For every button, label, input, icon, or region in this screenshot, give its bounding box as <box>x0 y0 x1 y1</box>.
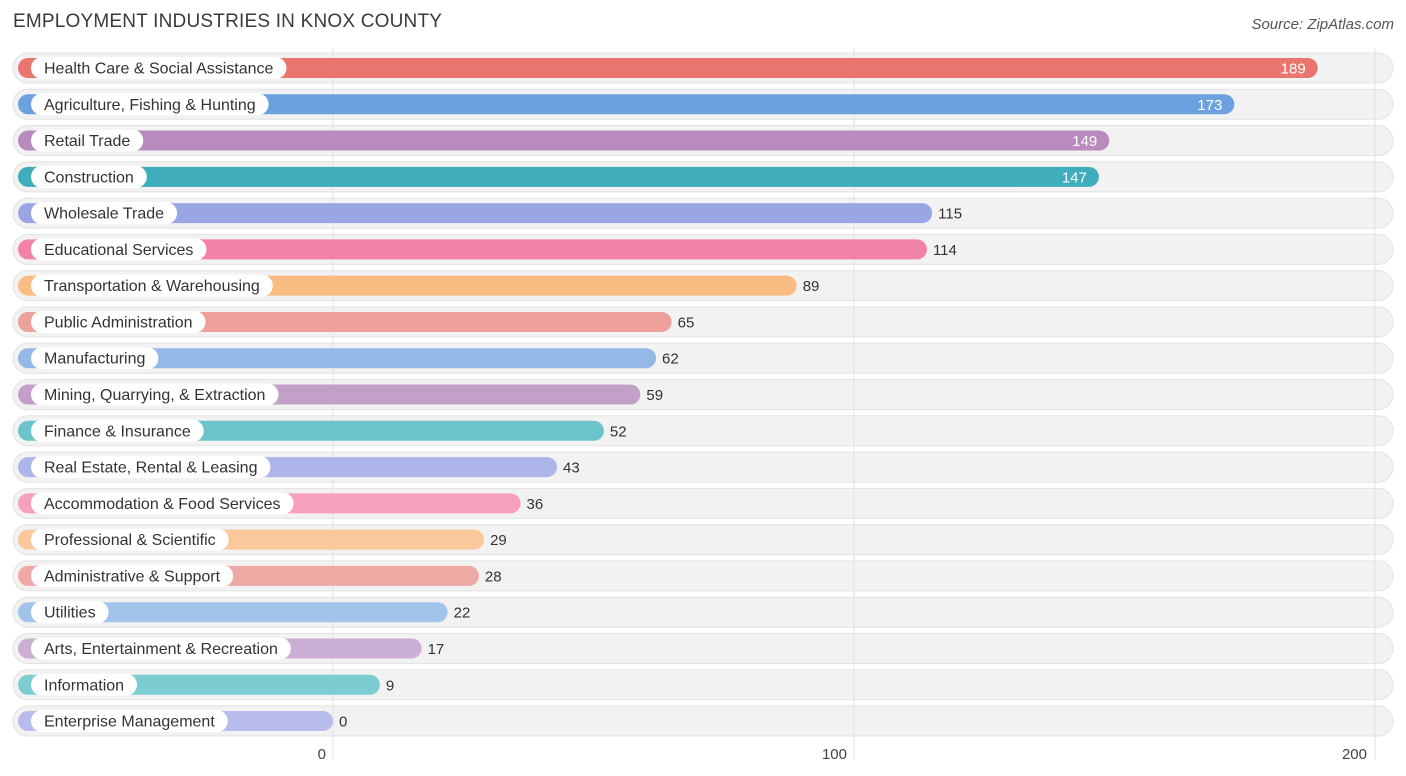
category-label: Mining, Quarrying, & Extraction <box>44 387 265 404</box>
bar-label-pill <box>31 274 273 297</box>
category-label: Construction <box>44 169 134 186</box>
category-label: Agriculture, Fishing & Hunting <box>44 97 256 114</box>
bar <box>18 166 1099 187</box>
bar <box>18 130 1110 151</box>
category-label: Educational Services <box>44 242 193 259</box>
bar-group: Educational Services 114 <box>18 238 957 261</box>
bar <box>18 602 448 623</box>
category-label: Health Care & Social Assistance <box>44 61 274 78</box>
bar-label-pill <box>31 419 204 442</box>
bar-group: Finance & Insurance 52 <box>18 419 627 442</box>
category-label: Manufacturing <box>44 351 145 368</box>
category-label: Retail Trade <box>44 133 130 150</box>
bar-group: Health Care & Social Assistance 189 <box>18 57 1318 79</box>
bar-label-pill <box>31 601 109 624</box>
bar-label-pill <box>31 564 234 587</box>
bar-label-pill <box>31 347 159 370</box>
bar-group: Information 9 <box>18 673 394 696</box>
bar-group: Utilities 22 <box>18 601 471 624</box>
bar-label-pill <box>31 492 294 515</box>
bar-label-pill <box>31 165 147 188</box>
bar-label-pill <box>31 456 271 479</box>
bar-row-bg <box>12 705 1394 737</box>
bar-group: Administrative & Support 28 <box>18 564 502 587</box>
bar-label-pill <box>31 383 279 406</box>
category-label: Wholesale Trade <box>44 206 164 223</box>
value-label: 115 <box>938 206 962 223</box>
bar-label-pill <box>31 637 291 660</box>
bar <box>18 58 1318 78</box>
value-label: 9 <box>386 677 394 694</box>
bar-group: Agriculture, Fishing & Hunting 173 <box>18 93 1235 116</box>
category-label: Professional & Scientific <box>44 532 216 549</box>
bar-group: Public Administration 65 <box>18 310 695 333</box>
bar-label-pill <box>31 310 206 333</box>
x-tick-label: 200 <box>1342 746 1367 763</box>
chart-title: EMPLOYMENT INDUSTRIES IN KNOX COUNTY <box>13 11 443 32</box>
value-label: 65 <box>678 314 695 331</box>
value-label: 173 <box>1197 97 1222 114</box>
bar-group: Wholesale Trade 115 <box>18 202 962 225</box>
value-label: 189 <box>1281 61 1306 78</box>
value-label: 52 <box>610 423 627 440</box>
bar-label-pill <box>31 202 178 225</box>
category-label: Arts, Entertainment & Recreation <box>44 641 278 658</box>
value-label: 29 <box>490 532 507 549</box>
category-label: Utilities <box>44 605 96 622</box>
bar-group: Professional & Scientific 29 <box>18 528 507 551</box>
category-label: Public Administration <box>44 314 193 331</box>
value-label: 36 <box>527 496 544 513</box>
value-label: 59 <box>646 387 663 404</box>
category-label: Enterprise Management <box>44 714 215 731</box>
value-label: 43 <box>563 460 580 477</box>
bar-group: Manufacturing 62 <box>18 347 679 370</box>
category-label: Information <box>44 677 124 694</box>
category-label: Administrative & Support <box>44 568 221 585</box>
value-label: 114 <box>933 242 957 259</box>
x-tick-label: 100 <box>822 746 847 763</box>
bar-label-pill <box>31 57 287 79</box>
bar-group: Construction 147 <box>18 165 1099 188</box>
bars: Health Care & Social Assistance 189 Agricu… <box>18 57 1318 733</box>
value-label: 17 <box>428 641 445 658</box>
x-axis: 0 100 200 <box>318 746 1367 763</box>
bar-label-pill <box>31 710 228 733</box>
value-label: 62 <box>662 351 679 368</box>
category-label: Transportation & Warehousing <box>44 278 260 295</box>
category-label: Accommodation & Food Services <box>44 496 281 513</box>
value-label: 22 <box>454 605 471 622</box>
chart-source: Source: ZipAtlas.com <box>1251 16 1394 33</box>
value-label: 89 <box>803 278 820 295</box>
bar <box>18 203 933 224</box>
value-label: 149 <box>1072 133 1097 150</box>
bar-label-pill <box>31 238 207 261</box>
bar <box>18 239 927 260</box>
value-label: 0 <box>339 714 347 731</box>
category-label: Real Estate, Rental & Leasing <box>44 460 257 477</box>
bar-label-pill <box>31 93 269 116</box>
bar-group: Arts, Entertainment & Recreation 17 <box>18 637 445 660</box>
category-label: Finance & Insurance <box>44 423 191 440</box>
value-label: 147 <box>1062 169 1087 186</box>
bar <box>18 348 657 369</box>
bar-group: Enterprise Management 0 <box>18 710 347 733</box>
bar <box>18 94 1235 115</box>
x-tick-label: 0 <box>318 746 326 763</box>
bar-label-pill <box>31 129 144 152</box>
bar-group: Real Estate, Rental & Leasing 43 <box>18 456 580 479</box>
bar-group: Transportation & Warehousing 89 <box>18 274 820 297</box>
bar-group: Mining, Quarrying, & Extraction 59 <box>18 383 663 406</box>
bar-group: Accommodation & Food Services 36 <box>18 492 544 515</box>
bar-label-pill <box>31 673 138 696</box>
value-label: 28 <box>485 568 502 585</box>
bar-label-pill <box>31 528 229 551</box>
bar-group: Retail Trade 149 <box>18 129 1110 152</box>
